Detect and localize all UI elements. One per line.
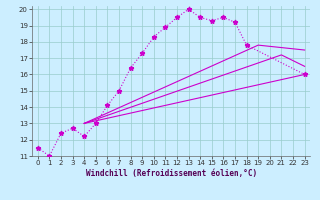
X-axis label: Windchill (Refroidissement éolien,°C): Windchill (Refroidissement éolien,°C): [86, 169, 257, 178]
